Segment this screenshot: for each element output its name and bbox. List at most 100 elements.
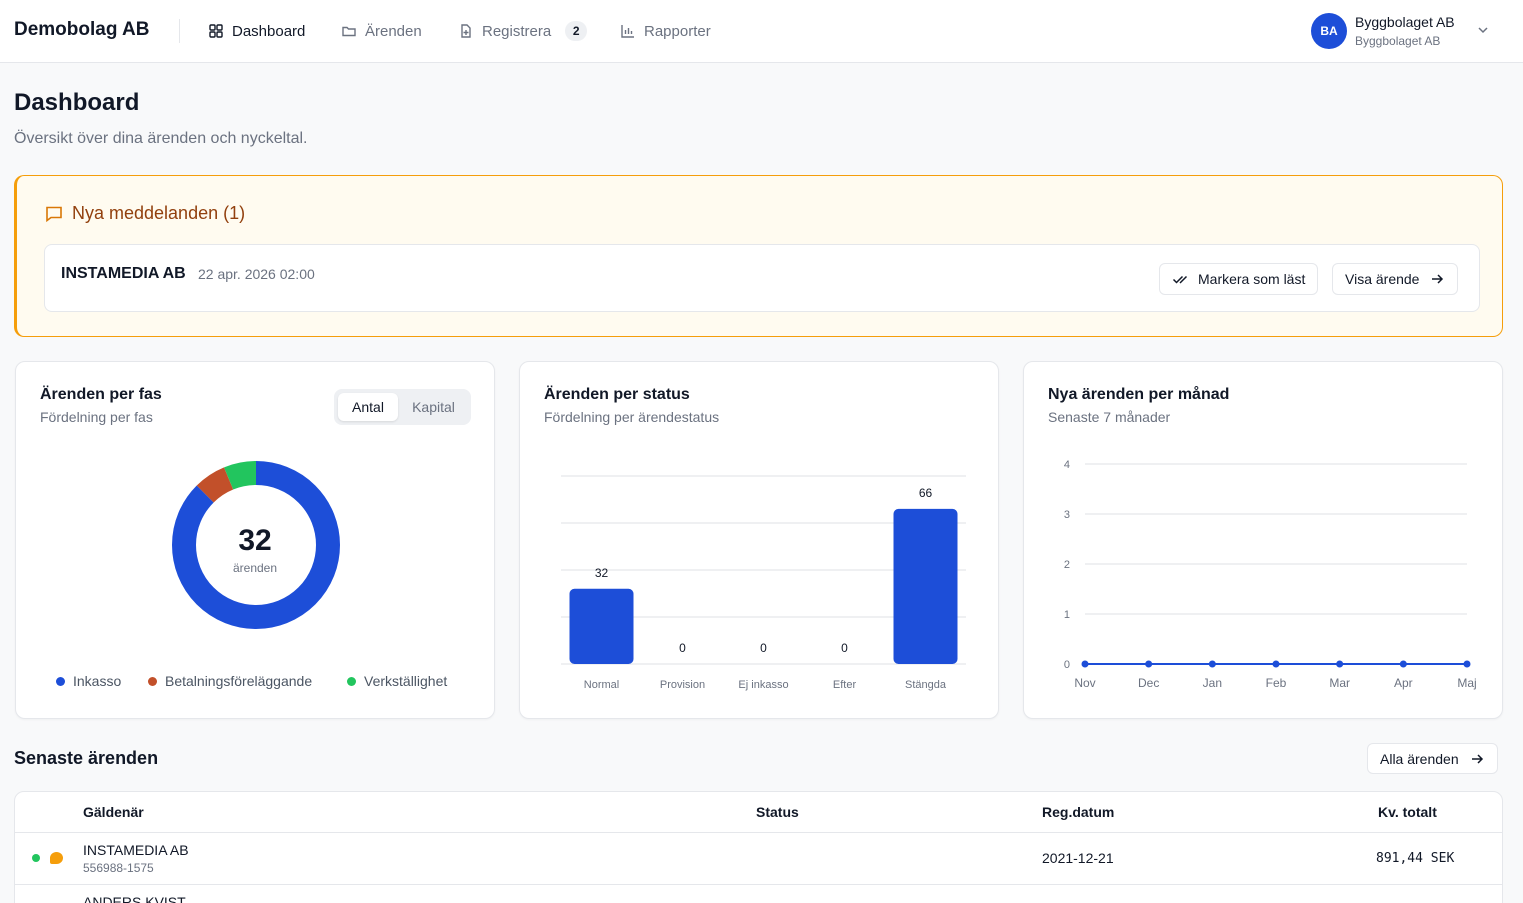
legend-label: Inkasso — [73, 673, 122, 689]
status-bar-chart: 32 Normal 0 Provision 0 Ej inkasso 0 Efter 66 Stä… — [561, 475, 966, 691]
nav-dashboard[interactable]: Dashboard — [208, 20, 305, 42]
message-sender: INSTAMEDIA AB — [61, 265, 186, 282]
top-navigation-bar: Demobolag AB Dashboard Ärenden Registrer… — [0, 0, 1523, 63]
data-point — [1081, 660, 1089, 668]
x-tick-label: Maj — [1457, 676, 1476, 690]
x-tick-label: Ej inkasso — [738, 679, 788, 691]
legend-item: Inkasso — [56, 673, 121, 689]
bar-value-label: 66 — [919, 486, 933, 500]
registrera-count-badge: 2 — [565, 21, 588, 41]
message-bubble-icon — [50, 852, 63, 864]
y-tick-label: 3 — [1064, 509, 1070, 521]
debtor-name[interactable]: INSTAMEDIA AB — [83, 842, 189, 858]
legend-item: Betalningsföreläggande — [148, 673, 312, 689]
x-tick-label: Jan — [1203, 676, 1222, 690]
x-tick-label: Efter — [833, 679, 857, 691]
data-point — [1399, 660, 1407, 668]
x-tick-label: Apr — [1394, 676, 1413, 690]
x-tick-label: Stängda — [905, 679, 947, 691]
phase-donut-chart — [172, 461, 340, 629]
view-case-label: Visa ärende — [1345, 271, 1420, 287]
active-status-dot — [32, 854, 40, 862]
x-tick-label: Provision — [660, 679, 705, 691]
nav-dashboard-label: Dashboard — [232, 22, 306, 40]
user-organization: Byggbolaget AB — [1355, 34, 1441, 48]
x-tick-label: Feb — [1266, 676, 1287, 690]
reg-date: 2021-12-21 — [1042, 850, 1114, 866]
data-point — [1145, 660, 1153, 668]
legend-dot — [148, 676, 157, 686]
chevron-down-icon[interactable] — [1476, 23, 1490, 37]
card-subtitle: Fördelning per fas — [40, 409, 153, 425]
recent-cases-title: Senaste ärenden — [14, 748, 159, 768]
view-case-button[interactable]: Visa ärende — [1332, 263, 1459, 295]
toggle-kapital[interactable]: Kapital — [412, 399, 455, 415]
y-tick-label: 2 — [1064, 559, 1070, 571]
card-title: Ärenden per status — [544, 386, 690, 403]
monthly-line-chart: 0 1 2 3 4 Nov Dec Jan Feb Mar Apr Maj — [1064, 459, 1477, 690]
recent-cases-table: Gäldenär Status Reg.datum Kv. totalt INS… — [14, 791, 1503, 903]
brand-name[interactable]: Demobolag AB — [14, 19, 150, 40]
row-divider — [15, 884, 1502, 885]
dashboard-grid-icon — [209, 24, 223, 38]
all-cases-button[interactable]: Alla ärenden — [1367, 743, 1498, 774]
legend-label: Verkställighet — [364, 673, 448, 689]
column-header-debtor[interactable]: Gäldenär — [83, 804, 144, 820]
column-header-reg-date[interactable]: Reg.datum — [1042, 804, 1115, 820]
bar-stängda — [893, 508, 958, 664]
data-point — [1272, 660, 1280, 668]
y-tick-label: 4 — [1064, 459, 1070, 471]
user-name[interactable]: Byggbolaget AB — [1355, 14, 1455, 30]
nav-registrera-label: Registrera — [482, 22, 552, 40]
new-messages-panel: Nya meddelanden (1) INSTAMEDIA AB 22 apr… — [14, 175, 1503, 337]
message-date: 22 apr. 2026 02:00 — [198, 266, 315, 282]
column-header-total[interactable]: Kv. totalt — [1378, 804, 1437, 820]
bar-normal — [569, 588, 634, 664]
bar-value-label: 32 — [595, 566, 609, 580]
file-plus-icon — [461, 24, 471, 38]
cases-per-phase-card: Ärenden per fas Fördelning per fas Antal… — [15, 361, 495, 719]
nav-rapporter[interactable]: Rapporter — [620, 20, 711, 42]
nav-registrera[interactable]: Registrera 2 — [458, 20, 588, 42]
messages-heading-label: Nya meddelanden (1) — [72, 203, 246, 223]
data-point — [1336, 660, 1344, 668]
data-point — [1208, 660, 1216, 668]
donut-slice-verkställighet — [172, 461, 340, 629]
bar-value-label: 0 — [679, 641, 686, 655]
user-avatar[interactable]: BA — [1311, 13, 1347, 49]
message-item: INSTAMEDIA AB 22 apr. 2026 02:00 Markera… — [44, 244, 1480, 312]
arrow-right-icon — [1471, 753, 1483, 764]
nav-arenden[interactable]: Ärenden — [341, 20, 422, 42]
debtor-name[interactable]: ANDERS KVIST — [83, 894, 186, 903]
x-tick-label: Normal — [584, 679, 619, 691]
column-header-status[interactable]: Status — [756, 804, 799, 820]
toggle-antal[interactable]: Antal — [338, 393, 398, 421]
card-title: Ärenden per fas — [40, 386, 162, 403]
mark-as-read-button[interactable]: Markera som läst — [1159, 263, 1319, 295]
cases-per-month-card: Nya ärenden per månad Senaste 7 månader … — [1023, 361, 1503, 719]
y-tick-label: 1 — [1064, 609, 1070, 621]
brand-separator — [179, 19, 180, 43]
bar-value-label: 0 — [841, 641, 848, 655]
folder-icon — [342, 26, 356, 37]
legend-dot — [56, 676, 65, 686]
count-capital-toggle: Antal Kapital — [334, 389, 471, 425]
nav-arenden-label: Ärenden — [365, 22, 422, 40]
legend-item: Verkställighet — [347, 673, 447, 689]
total-amount: 891,44 SEK — [1376, 851, 1455, 866]
message-square-icon — [46, 206, 62, 222]
donut-total: 32 — [238, 524, 272, 557]
nav-rapporter-label: Rapporter — [644, 22, 711, 40]
arrow-right-icon — [1432, 274, 1444, 284]
x-tick-label: Nov — [1074, 676, 1095, 690]
x-tick-label: Dec — [1138, 676, 1159, 690]
card-title: Nya ärenden per månad — [1048, 386, 1230, 403]
mark-as-read-label: Markera som läst — [1198, 271, 1306, 287]
y-tick-label: 0 — [1064, 659, 1070, 671]
bar-value-label: 0 — [760, 641, 767, 655]
bar-chart-icon — [621, 25, 634, 38]
page-subtitle: Översikt över dina ärenden och nyckeltal… — [14, 130, 308, 147]
legend-dot — [347, 676, 356, 686]
card-subtitle: Senaste 7 månader — [1048, 409, 1171, 425]
card-subtitle: Fördelning per ärendestatus — [544, 409, 720, 425]
